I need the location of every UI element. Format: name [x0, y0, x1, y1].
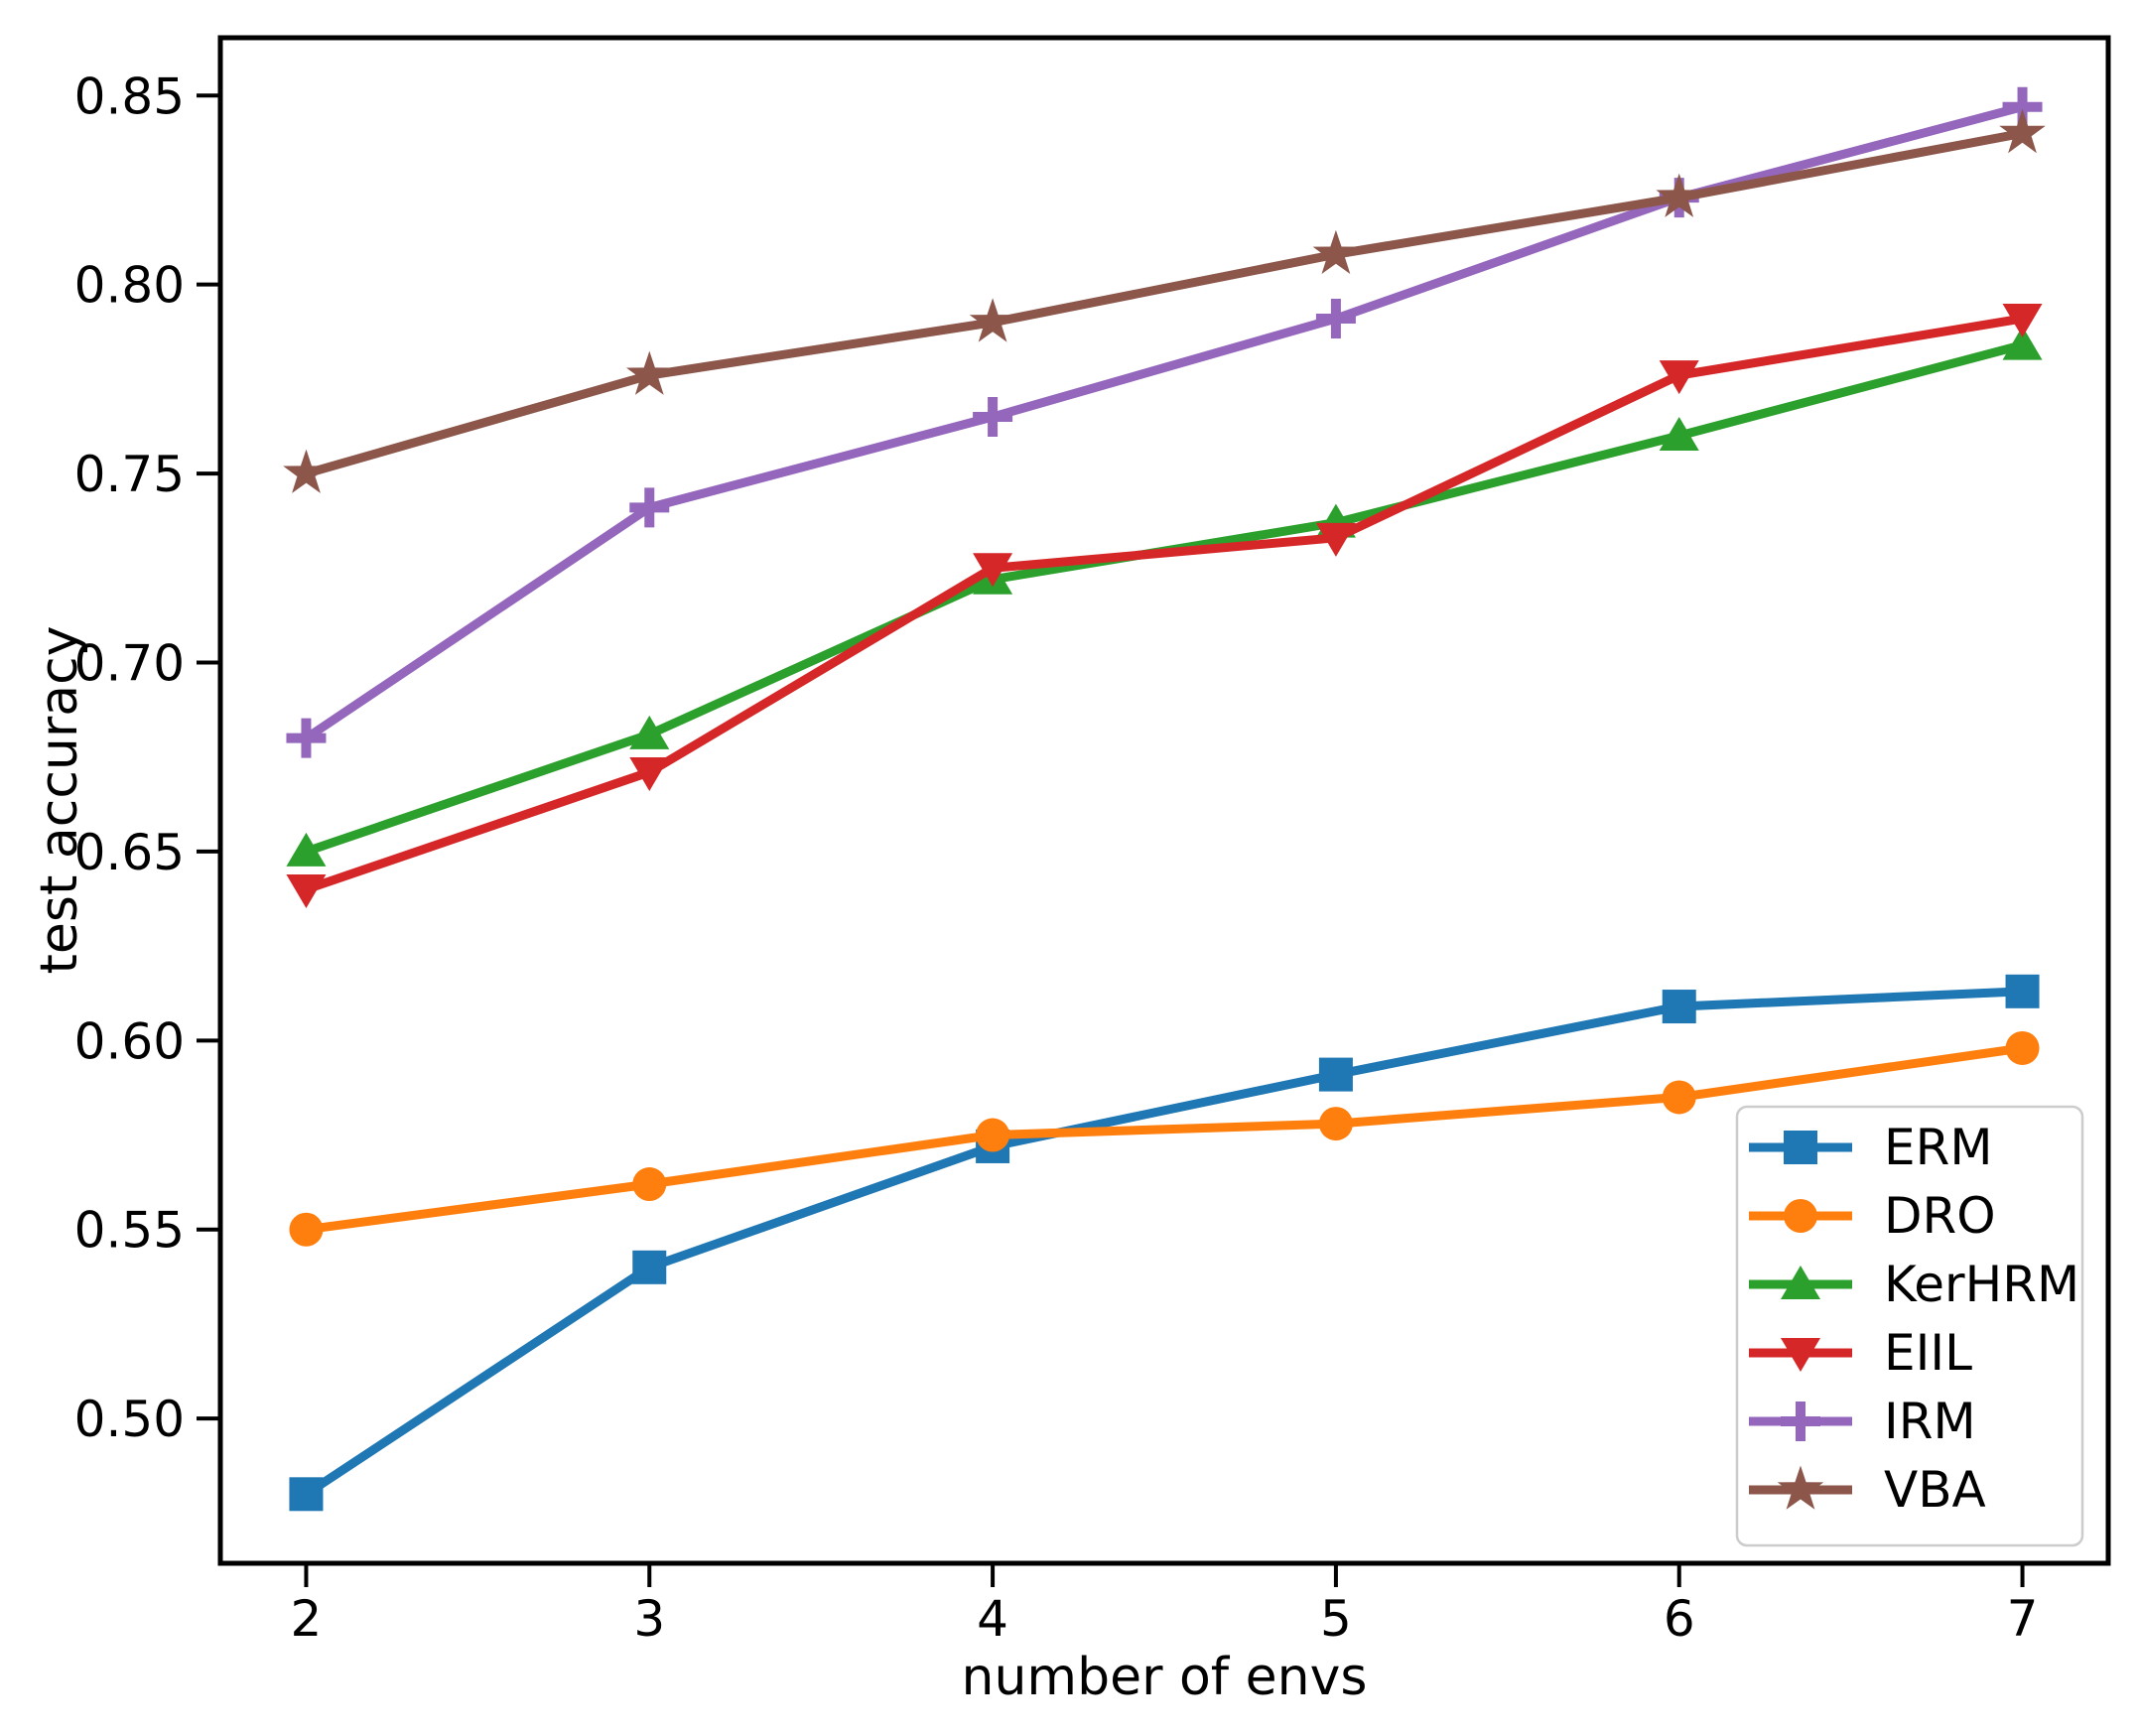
plot-border	[217, 35, 2111, 1566]
x-axis-label: number of envs	[961, 1648, 1368, 1707]
series-line	[303, 102, 2024, 742]
series-IRM	[286, 86, 2043, 758]
star-marker	[969, 298, 1016, 342]
legend: ERM DRO KerHRM EIIL IRM VBA	[1735, 1105, 2084, 1547]
legend-entry-ERM: ERM	[1749, 1119, 1992, 1176]
star-marker	[283, 449, 330, 493]
triangle-up-marker	[629, 715, 670, 749]
legend-label: ERM	[1884, 1119, 1992, 1176]
triangle-up-marker	[1659, 417, 1699, 452]
triangle-up-marker	[1781, 1266, 1820, 1299]
y-axis-tick-label: 0.75	[74, 446, 185, 503]
circle-marker	[289, 1212, 324, 1247]
triangle-down-marker	[1315, 522, 1356, 557]
star-marker	[1656, 173, 1702, 217]
series-line	[305, 340, 2024, 857]
plus-marker	[1781, 1402, 1820, 1441]
square-marker	[1318, 1057, 1353, 1092]
y-axis-tick-label: 0.55	[74, 1202, 185, 1260]
legend-entry-EIIL: EIIL	[1749, 1324, 1972, 1382]
y-axis-tick-label: 0.50	[74, 1391, 185, 1448]
legend-entry-DRO: DRO	[1749, 1187, 1996, 1245]
square-marker	[289, 1477, 324, 1512]
star-marker	[626, 350, 673, 395]
triangle-down-marker	[1659, 360, 1699, 395]
triangle-down-marker	[1781, 1338, 1820, 1372]
series-line	[304, 987, 2023, 1499]
x-axis-tick-label: 7	[2007, 1590, 2039, 1648]
plus-marker	[1315, 298, 1356, 338]
legend-label: EIIL	[1884, 1324, 1972, 1382]
legend-label: VBA	[1884, 1461, 1986, 1519]
series-EIIL	[286, 303, 2043, 908]
y-axis-tick-label: 0.70	[74, 634, 185, 692]
square-marker	[2005, 974, 2040, 1008]
circle-marker	[1662, 1080, 1696, 1115]
plus-marker	[286, 718, 327, 758]
series-line	[305, 128, 2024, 478]
legend-entry-VBA: VBA	[1749, 1461, 1986, 1519]
circle-marker	[2005, 1030, 2040, 1065]
triangle-up-marker	[2002, 326, 2043, 360]
x-axis-tick-label: 2	[291, 1590, 323, 1648]
y-axis-tick-label: 0.80	[74, 257, 185, 315]
circle-marker	[976, 1118, 1010, 1152]
y-axis-tick-label: 0.85	[74, 67, 185, 125]
series-DRO	[289, 1030, 2040, 1247]
x-axis-tick-label: 6	[1664, 1590, 1695, 1648]
circle-marker	[1318, 1107, 1353, 1141]
y-axis-label: test accuracy	[30, 625, 89, 975]
x-axis-tick-label: 3	[633, 1590, 665, 1648]
star-marker	[1999, 108, 2046, 154]
star-marker	[1777, 1465, 1824, 1510]
legend-label: DRO	[1884, 1187, 1996, 1245]
square-marker	[1784, 1131, 1817, 1164]
legend-entry-IRM: IRM	[1749, 1393, 1976, 1450]
y-axis-tick-label: 0.60	[74, 1012, 185, 1070]
triangle-down-marker	[973, 553, 1013, 588]
y-axis-tick-label: 0.65	[74, 824, 185, 881]
series-line	[305, 314, 2024, 894]
legend-label: IRM	[1884, 1393, 1976, 1450]
plus-marker	[973, 396, 1013, 437]
star-marker	[1312, 229, 1360, 274]
triangle-down-marker	[629, 756, 670, 791]
series-line	[305, 1043, 2024, 1235]
triangle-down-marker	[2002, 303, 2043, 337]
legend-entry-KerHRM: KerHRM	[1749, 1256, 2079, 1313]
square-marker	[632, 1250, 667, 1284]
legend-label: KerHRM	[1884, 1256, 2079, 1313]
triangle-down-marker	[286, 873, 327, 908]
series-VBA	[283, 108, 2046, 493]
circle-marker	[632, 1167, 667, 1202]
x-axis-tick-label: 4	[977, 1590, 1008, 1648]
series-ERM	[289, 974, 2040, 1512]
square-marker	[1662, 990, 1696, 1024]
x-axis-tick-label: 5	[1320, 1590, 1352, 1648]
circle-marker	[1784, 1199, 1817, 1233]
plus-marker	[629, 487, 670, 528]
triangle-up-marker	[286, 832, 327, 867]
